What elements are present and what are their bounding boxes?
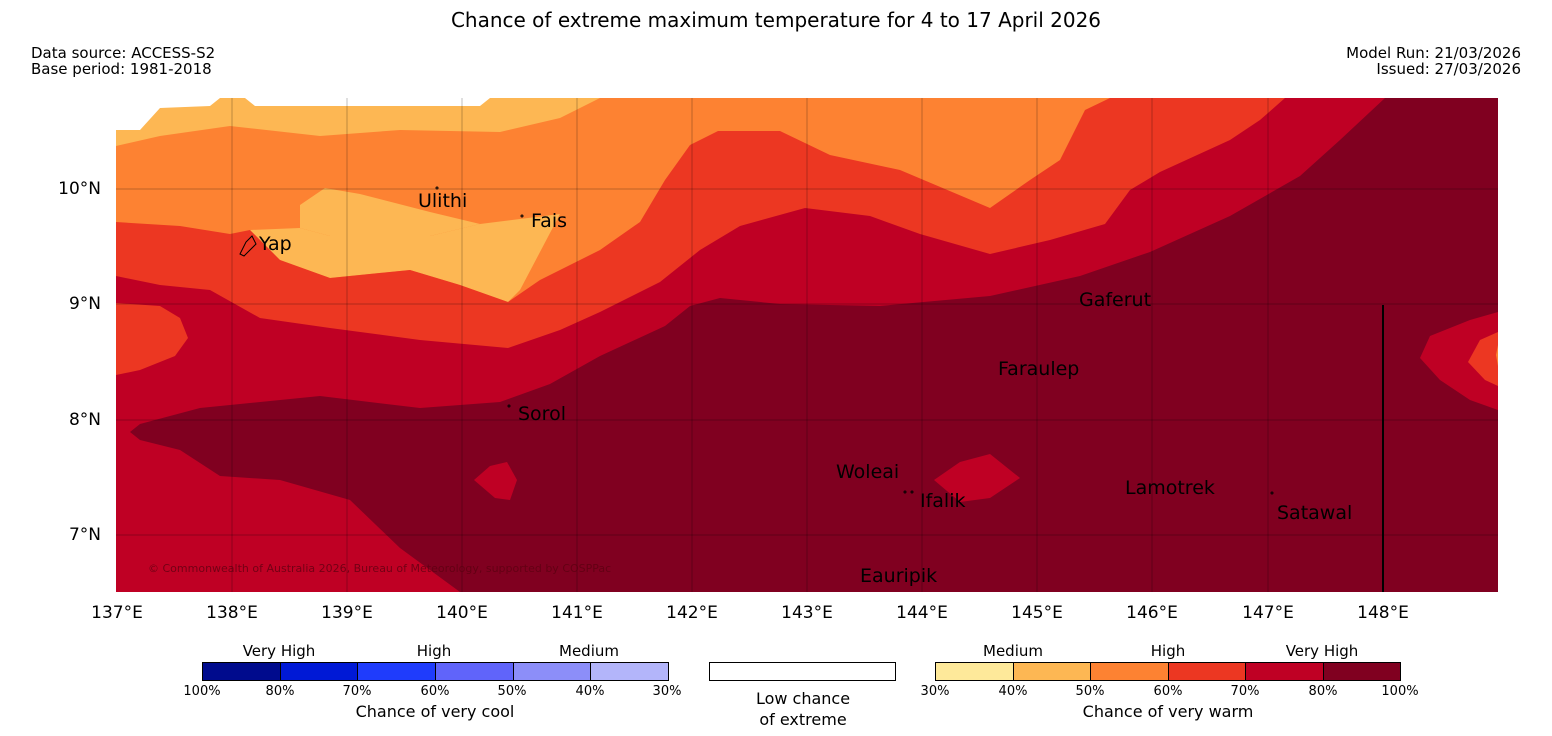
warm-tick: 30%: [920, 684, 950, 699]
cool-category-medium: Medium: [559, 642, 619, 660]
lon-label: 141°E: [551, 603, 603, 623]
neutral-caption-line1: Low chance: [755, 689, 851, 708]
lon-label: 137°E: [91, 603, 143, 623]
contour-fills: [116, 98, 1498, 592]
model-run-text: Model Run: 21/03/2026: [1346, 44, 1521, 62]
place-label-satawal: Satawal: [1277, 502, 1353, 524]
lat-label: 9°N: [68, 294, 101, 314]
neutral-caption-line2: of extreme: [759, 710, 847, 729]
cool-colorbar: [202, 662, 669, 681]
ifalik-island-icon: [910, 490, 914, 494]
lon-label: 142°E: [666, 603, 718, 623]
yap-island-icon: [239, 235, 257, 257]
cool-tick: 70%: [342, 684, 372, 699]
warm-tick: 40%: [998, 684, 1028, 699]
cool-category-high: High: [416, 642, 452, 660]
warm-swatch: [1168, 663, 1246, 680]
cool-swatch: [513, 663, 592, 680]
warm-tick: 60%: [1153, 684, 1183, 699]
fill-40-50-south: [250, 214, 560, 302]
header-left: Data source: ACCESS-S2 Base period: 1981…: [31, 45, 215, 77]
cool-swatch: [436, 663, 514, 680]
cool-swatch: [203, 663, 281, 680]
cool-tick: 60%: [420, 684, 450, 699]
warm-tick: 80%: [1308, 684, 1338, 699]
warm-caption: Chance of very warm: [1082, 702, 1254, 721]
base-period-text: Base period: 1981-2018: [31, 60, 212, 78]
place-label-yap: Yap: [259, 233, 292, 255]
warm-tick: 100%: [1381, 684, 1419, 699]
lon-label: 139°E: [321, 603, 373, 623]
lon-label: 148°E: [1357, 603, 1409, 623]
chart-title: Chance of extreme maximum temperature fo…: [450, 8, 1102, 32]
fill-60-70-east: [1468, 332, 1498, 386]
cool-swatch: [358, 663, 437, 680]
cool-category-very-high: Very High: [242, 642, 316, 660]
graticule: [116, 98, 1498, 592]
lon-label: 143°E: [781, 603, 833, 623]
lon-label: 146°E: [1126, 603, 1178, 623]
warm-category-very-high: Very High: [1285, 642, 1359, 660]
warm-swatch: [1323, 663, 1400, 680]
issued-text: Issued: 27/03/2026: [1376, 60, 1521, 78]
place-label-eauripik: Eauripik: [860, 565, 938, 587]
place-label-ulithi: Ulithi: [418, 190, 468, 212]
warm-swatch: [1091, 663, 1169, 680]
lat-label: 7°N: [68, 525, 101, 545]
copyright-notice: © Commonwealth of Australia 2026, Bureau…: [148, 562, 612, 575]
fill-70-80-east: [1420, 312, 1498, 410]
warm-swatch: [1013, 663, 1091, 680]
lon-label: 145°E: [1011, 603, 1063, 623]
cool-tick: 100%: [183, 684, 221, 699]
fill-70-80-pocket-a: [474, 462, 517, 500]
cool-swatch: [280, 663, 359, 680]
place-label-fais: Fais: [531, 210, 568, 232]
lat-label: 10°N: [58, 179, 101, 199]
cool-tick: 40%: [575, 684, 605, 699]
satawal-island-icon: [1270, 491, 1274, 495]
sorol-island-icon: [507, 404, 511, 408]
warm-tick: 50%: [1075, 684, 1105, 699]
fill-40-50-pocket: [300, 188, 480, 236]
lon-label: 144°E: [896, 603, 948, 623]
place-label-ifalik: Ifalik: [920, 490, 966, 512]
place-label-sorol: Sorol: [518, 403, 566, 425]
cool-tick: 80%: [265, 684, 295, 699]
fill-low-chance: [116, 98, 490, 130]
fill-80-100: [130, 98, 1498, 592]
neutral-colorbar: [709, 662, 896, 681]
fill-70-80-pocket-b: [934, 454, 1020, 502]
warm-category-high: High: [1150, 642, 1186, 660]
warm-swatch: [1246, 663, 1324, 680]
cool-swatch: [591, 663, 669, 680]
warm-tick: 70%: [1230, 684, 1260, 699]
neutral-caption: Low chance of extreme: [756, 688, 850, 730]
fill-50-60-east: [1496, 345, 1498, 366]
cool-caption: Chance of very cool: [355, 702, 515, 721]
cool-tick: 30%: [652, 684, 682, 699]
warm-swatch: [936, 663, 1014, 680]
lon-label: 140°E: [436, 603, 488, 623]
place-label-woleai: Woleai: [836, 461, 900, 483]
place-label-lamotrek: Lamotrek: [1125, 477, 1215, 499]
woleai-island-icon: [903, 490, 907, 494]
warm-colorbar: [935, 662, 1401, 681]
lon-label: 147°E: [1242, 603, 1294, 623]
lon-label: 138°E: [206, 603, 258, 623]
cool-tick: 50%: [497, 684, 527, 699]
fill-60-70-left: [116, 303, 188, 375]
header-right: Model Run: 21/03/2026 Issued: 27/03/2026: [1346, 45, 1521, 77]
island-outlines: [239, 186, 1274, 495]
fais-island-icon: [520, 214, 524, 218]
place-label-gaferut: Gaferut: [1079, 289, 1152, 311]
lat-label: 8°N: [68, 410, 101, 430]
warm-category-medium: Medium: [983, 642, 1043, 660]
data-source-text: Data source: ACCESS-S2: [31, 44, 216, 62]
ulithi-island-icon: [435, 186, 439, 190]
place-label-faraulep: Faraulep: [998, 358, 1080, 380]
